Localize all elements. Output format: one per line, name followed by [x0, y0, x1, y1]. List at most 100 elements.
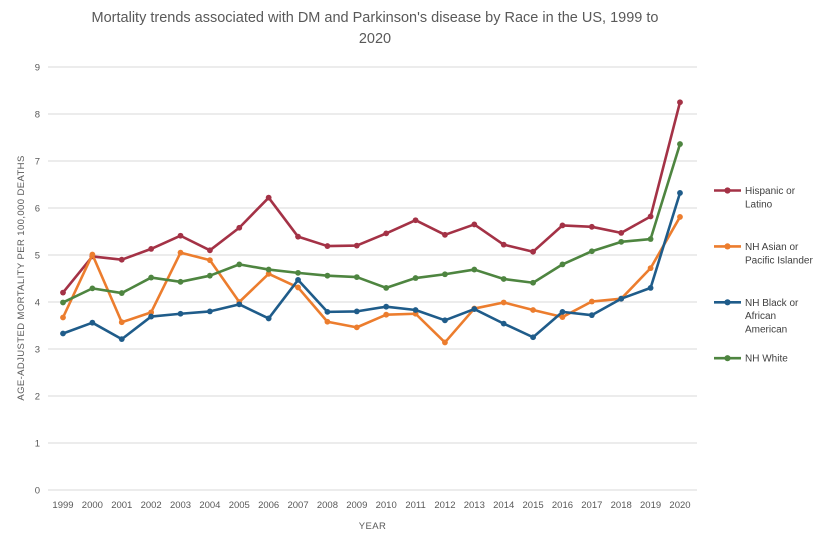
data-point-nh-white: [324, 272, 331, 279]
chart-title-line2: 2020: [358, 31, 392, 47]
data-point-nh-white: [647, 236, 654, 242]
data-point-nh-asian-or-pacific-islander: [207, 257, 213, 264]
legend-label-nh-asian-or-pacific-islander: NH Asian or: [745, 242, 799, 253]
data-point-nh-black-or-african-american: [236, 301, 243, 308]
data-point-nh-asian-or-pacific-islander: [148, 309, 155, 316]
data-point-hispanic-or-latino: [442, 231, 448, 238]
data-point-nh-black-or-african-american: [118, 336, 125, 343]
x-tick-label: 2012: [434, 500, 455, 511]
data-point-nh-asian-or-pacific-islander: [265, 270, 272, 277]
x-tick-label: 2003: [170, 500, 191, 511]
data-point-nh-white: [559, 261, 566, 268]
data-point-nh-black-or-african-american: [588, 312, 595, 319]
x-tick-label: 2005: [229, 500, 250, 511]
data-point-hispanic-or-latino: [677, 99, 683, 106]
data-point-hispanic-or-latino: [353, 242, 360, 249]
data-point-nh-white: [677, 141, 683, 147]
data-point-nh-black-or-african-american: [647, 285, 654, 291]
data-point-hispanic-or-latino: [471, 221, 478, 228]
data-point-nh-asian-or-pacific-islander: [353, 324, 360, 331]
chart-title: Mortality trends associated with DM and …: [55, 8, 695, 50]
data-point-hispanic-or-latino: [530, 248, 536, 255]
data-point-nh-black-or-african-american: [265, 315, 272, 322]
data-point-nh-asian-or-pacific-islander: [559, 314, 566, 320]
x-tick-label: 2014: [493, 500, 514, 511]
series-line-nh-white: [61, 142, 682, 304]
data-point-nh-asian-or-pacific-islander: [383, 311, 390, 318]
x-tick-label: 2010: [376, 500, 397, 511]
x-tick-label: 1999: [52, 500, 73, 511]
data-point-nh-asian-or-pacific-islander: [324, 318, 331, 325]
series-line-nh-black-or-african-american: [61, 191, 682, 341]
x-tick-label: 2011: [405, 500, 425, 511]
data-point-nh-white: [530, 279, 536, 286]
legend-label-nh-black-or-african-american: NH Black or: [745, 298, 799, 309]
data-point-nh-black-or-african-american: [677, 190, 683, 196]
data-point-nh-black-or-african-american: [412, 307, 419, 313]
data-point-hispanic-or-latino: [118, 256, 125, 263]
series-line-hispanic-or-latino: [61, 100, 682, 294]
data-point-nh-black-or-african-american: [324, 308, 331, 315]
legend-label-nh-black-or-african-american: African: [745, 311, 776, 322]
data-point-hispanic-or-latino: [177, 232, 184, 239]
data-point-nh-asian-or-pacific-islander: [295, 284, 301, 291]
x-tick-label: 2016: [552, 500, 573, 511]
y-tick-label: 3: [35, 345, 40, 356]
data-point-hispanic-or-latino: [588, 223, 595, 230]
data-point-nh-black-or-african-american: [618, 295, 625, 302]
data-point-nh-white: [148, 274, 155, 281]
data-point-nh-white: [177, 278, 184, 285]
y-tick-label: 2: [35, 392, 40, 403]
data-point-nh-asian-or-pacific-islander: [89, 251, 96, 258]
data-point-nh-black-or-african-american: [530, 334, 536, 341]
legend-label-nh-black-or-african-american: American: [745, 325, 787, 336]
series-line-nh-asian-or-pacific-islander: [61, 215, 682, 344]
data-point-hispanic-or-latino: [500, 241, 507, 248]
data-point-nh-white: [118, 290, 125, 296]
data-point-nh-black-or-african-american: [559, 308, 566, 315]
data-point-nh-asian-or-pacific-islander: [500, 299, 507, 306]
data-point-nh-white: [89, 285, 96, 292]
data-point-nh-black-or-african-american: [471, 306, 478, 312]
x-tick-label: 2009: [346, 500, 367, 511]
legend-marker-dot-nh-white: [724, 355, 731, 362]
x-tick-label: 2000: [82, 500, 103, 511]
y-tick-label: 6: [35, 204, 40, 215]
data-point-nh-asian-or-pacific-islander: [177, 249, 184, 256]
y-tick-label: 0: [35, 486, 40, 497]
data-point-nh-black-or-african-american: [295, 277, 301, 283]
y-tick-label: 9: [35, 63, 40, 74]
data-point-nh-black-or-african-american: [60, 330, 66, 337]
data-point-nh-white: [295, 269, 301, 276]
legend-marker-dot-nh-black-or-african-american: [724, 299, 731, 306]
data-point-nh-white: [500, 276, 507, 282]
legend-label-hispanic-or-latino: Latino: [745, 199, 773, 210]
data-point-nh-black-or-african-american: [500, 320, 507, 327]
x-tick-label: 2019: [640, 500, 661, 511]
data-point-nh-white: [353, 274, 360, 280]
x-tick-label: 2006: [258, 500, 279, 511]
data-point-nh-asian-or-pacific-islander: [60, 314, 66, 321]
data-point-nh-asian-or-pacific-islander: [677, 214, 683, 220]
y-tick-label: 5: [35, 251, 40, 262]
y-tick-label: 8: [35, 110, 40, 121]
data-point-hispanic-or-latino: [265, 194, 272, 201]
legend-label-nh-white: NH White: [745, 354, 788, 365]
data-point-nh-white: [442, 271, 448, 278]
data-point-nh-black-or-african-american: [177, 310, 184, 317]
x-tick-label: 2017: [581, 500, 602, 511]
data-point-nh-asian-or-pacific-islander: [118, 319, 125, 326]
x-tick-label: 2013: [464, 500, 485, 511]
data-point-nh-black-or-african-american: [148, 313, 155, 320]
data-point-nh-asian-or-pacific-islander: [647, 265, 654, 272]
x-tick-label: 2004: [199, 500, 220, 511]
y-tick-label: 1: [35, 439, 40, 450]
data-point-nh-white: [383, 285, 390, 291]
data-point-nh-white: [588, 248, 595, 255]
data-point-nh-white: [236, 261, 243, 268]
x-tick-label: 2008: [317, 500, 338, 511]
data-point-hispanic-or-latino: [559, 222, 566, 229]
x-tick-label: 2002: [141, 500, 162, 511]
